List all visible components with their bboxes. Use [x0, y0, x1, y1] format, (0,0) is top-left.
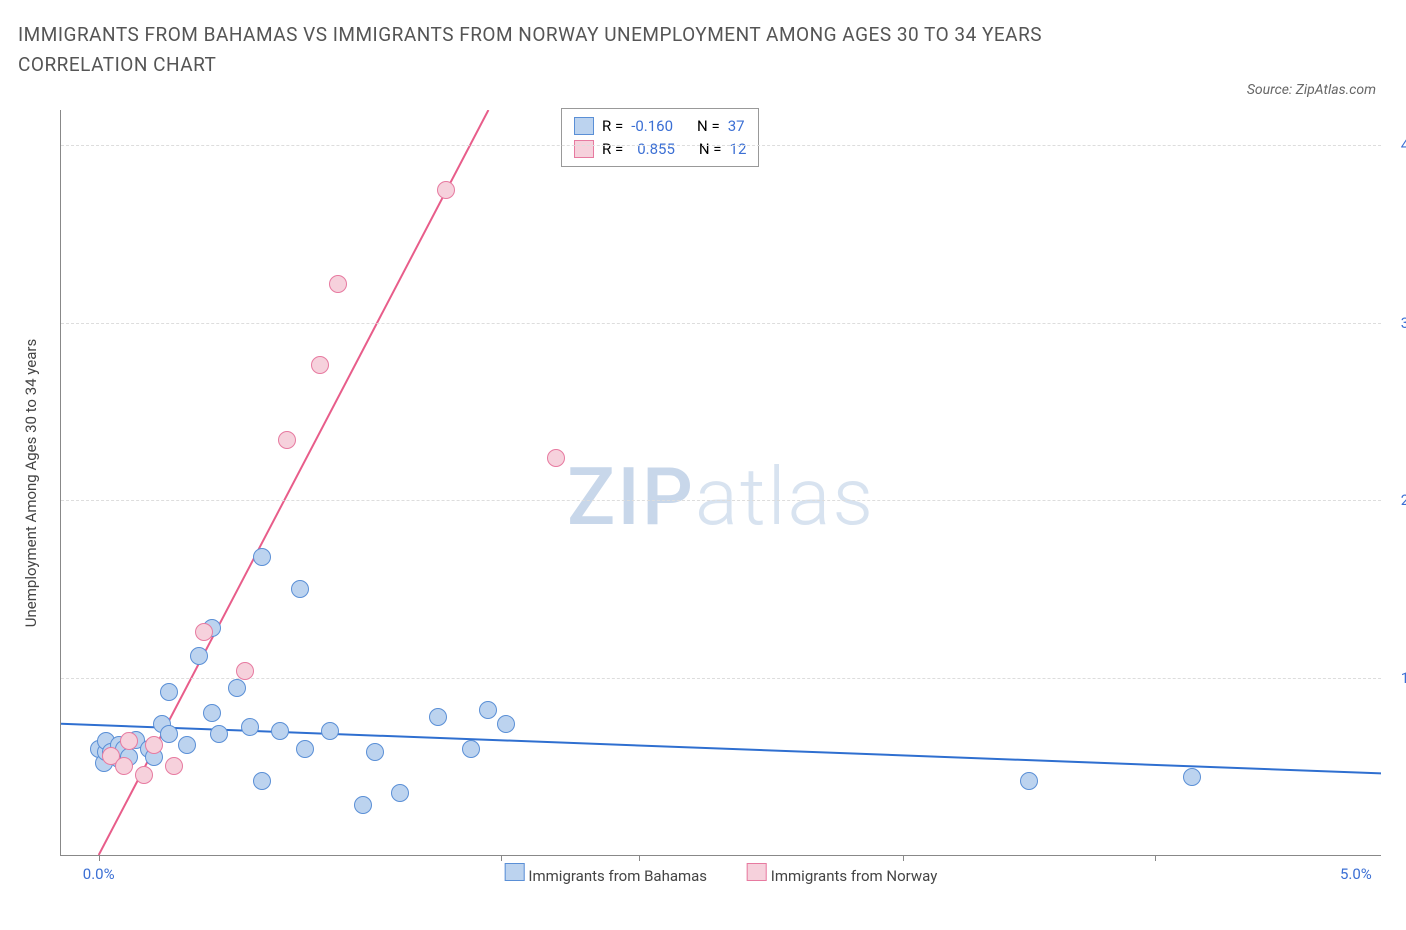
data-point — [366, 743, 384, 761]
y-tick-label: 20.0% — [1386, 491, 1406, 509]
grid-line — [61, 323, 1381, 324]
swatch-bahamas — [574, 117, 594, 135]
plot-area: Unemployment Among Ages 30 to 34 years Z… — [60, 110, 1381, 856]
y-tick-label: 5.0% — [1386, 757, 1406, 775]
data-point — [210, 725, 228, 743]
data-point — [160, 683, 178, 701]
data-point — [296, 740, 314, 758]
r-label: R = — [602, 115, 623, 138]
data-point — [160, 725, 178, 743]
x-tick-label: 0.0% — [83, 865, 115, 883]
legend-label-norway: Immigrants from Norway — [771, 867, 938, 885]
data-point — [329, 275, 347, 293]
data-point — [145, 736, 163, 754]
data-point — [120, 732, 138, 750]
stats-row-norway: R = 0.855 N = 12 — [574, 138, 746, 161]
grid-line — [61, 678, 1381, 679]
data-point — [497, 715, 515, 733]
x-tick — [1155, 855, 1156, 861]
data-point — [1020, 772, 1038, 790]
data-point — [253, 772, 271, 790]
legend-label-bahamas: Immigrants from Bahamas — [528, 867, 707, 885]
grid-line — [61, 145, 1381, 146]
y-tick-label: 10.0% — [1386, 669, 1406, 687]
r-value-bahamas: -0.160 — [631, 115, 673, 138]
watermark-zip: ZIP — [567, 450, 695, 544]
regression-lines — [61, 110, 1381, 855]
data-point — [547, 449, 565, 467]
data-point — [321, 722, 339, 740]
data-point — [311, 356, 329, 374]
data-point — [228, 679, 246, 697]
legend-item-bahamas: Immigrants from Bahamas — [505, 863, 707, 885]
r-label: R = — [602, 138, 623, 161]
data-point — [1183, 768, 1201, 786]
x-tick — [501, 855, 502, 861]
chart-container: IMMIGRANTS FROM BAHAMAS VS IMMIGRANTS FR… — [0, 0, 1406, 930]
data-point — [278, 431, 296, 449]
data-point — [195, 623, 213, 641]
n-value-bahamas: 37 — [728, 115, 745, 138]
data-point — [236, 662, 254, 680]
data-point — [479, 701, 497, 719]
watermark-atlas: atlas — [695, 450, 875, 544]
chart-title: IMMIGRANTS FROM BAHAMAS VS IMMIGRANTS FR… — [18, 20, 1118, 81]
data-point — [135, 766, 153, 784]
grid-line — [61, 500, 1381, 501]
data-point — [354, 796, 372, 814]
data-point — [253, 548, 271, 566]
data-point — [429, 708, 447, 726]
data-point — [391, 784, 409, 802]
data-point — [203, 704, 221, 722]
y-tick-label: 30.0% — [1386, 314, 1406, 332]
x-tick — [99, 855, 100, 861]
x-tick — [639, 855, 640, 861]
source-attribution: Source: ZipAtlas.com — [1247, 82, 1376, 98]
stats-legend: R = -0.160 N = 37 R = 0.855 N = 12 — [561, 108, 759, 167]
swatch-norway — [574, 140, 594, 158]
stats-row-bahamas: R = -0.160 N = 37 — [574, 115, 746, 138]
n-label: N = — [697, 115, 720, 138]
r-value-norway: 0.855 — [631, 138, 675, 161]
data-point — [165, 757, 183, 775]
data-point — [291, 580, 309, 598]
data-point — [190, 647, 208, 665]
series-legend: Immigrants from Bahamas Immigrants from … — [505, 863, 938, 885]
x-tick — [903, 855, 904, 861]
y-tick-label: 40.0% — [1386, 136, 1406, 154]
swatch-bahamas-icon — [505, 863, 525, 881]
swatch-norway-icon — [747, 863, 767, 881]
legend-item-norway: Immigrants from Norway — [747, 863, 937, 885]
data-point — [271, 722, 289, 740]
data-point — [462, 740, 480, 758]
data-point — [437, 181, 455, 199]
n-label: N = — [699, 138, 722, 161]
y-axis-label: Unemployment Among Ages 30 to 34 years — [22, 338, 40, 626]
x-tick-label: 5.0% — [1340, 865, 1372, 883]
data-point — [115, 757, 133, 775]
data-point — [178, 736, 196, 754]
watermark: ZIPatlas — [567, 450, 875, 544]
data-point — [241, 718, 259, 736]
n-value-norway: 12 — [730, 138, 747, 161]
